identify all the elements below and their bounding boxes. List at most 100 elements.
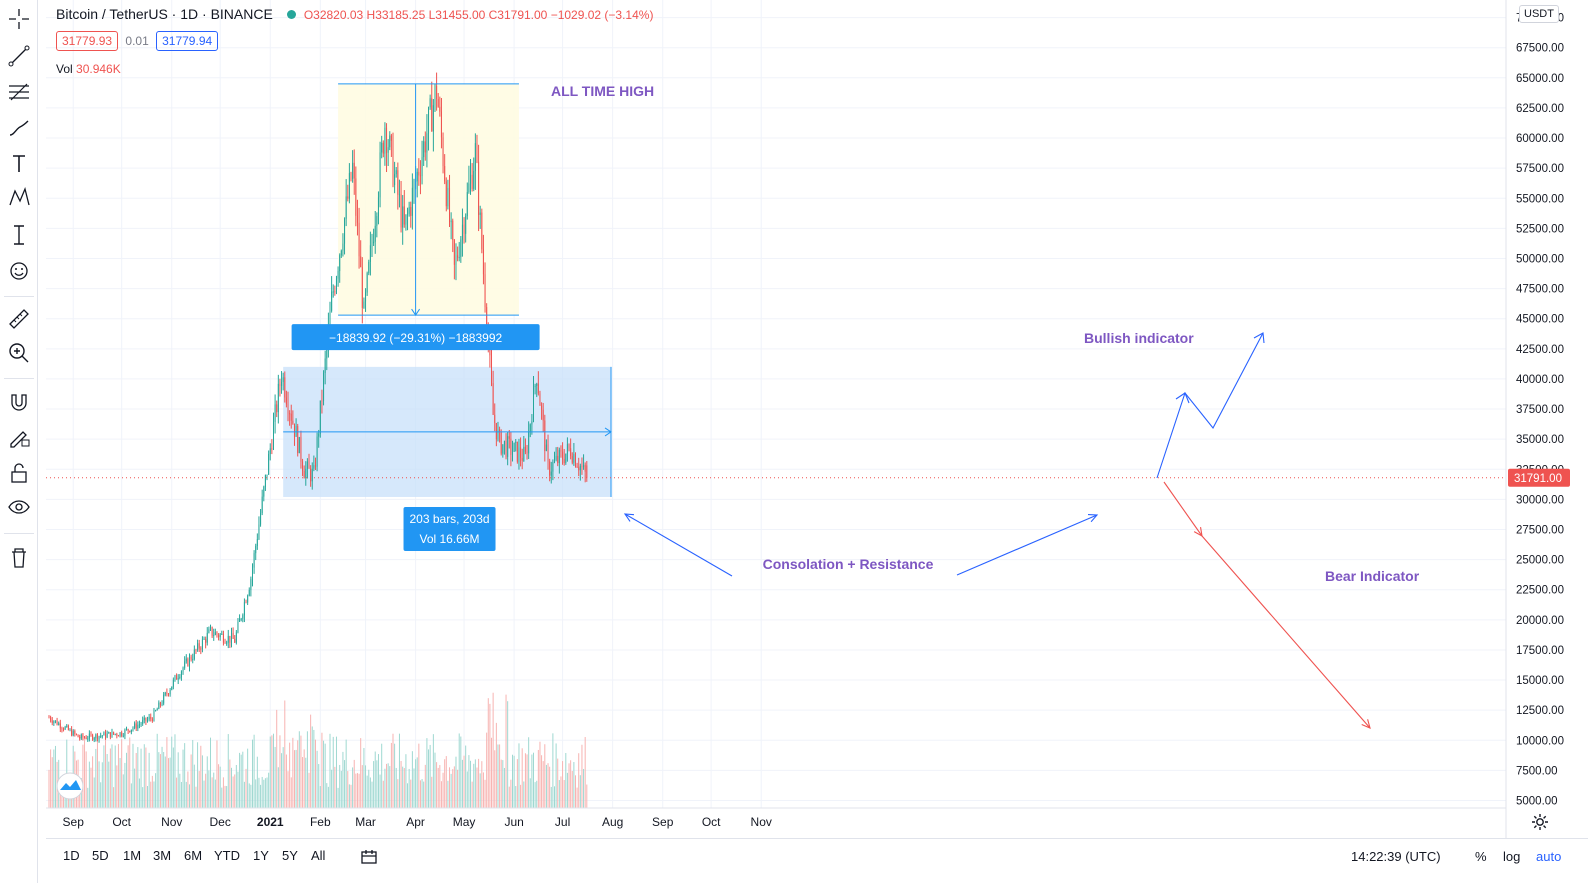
brush-tool[interactable] bbox=[6, 115, 32, 141]
range-1y[interactable]: 1Y bbox=[253, 848, 269, 863]
volume-bar bbox=[88, 761, 90, 808]
trendline-tool[interactable] bbox=[6, 43, 32, 69]
lock-drawing-tool[interactable] bbox=[6, 424, 32, 450]
candle-body bbox=[221, 633, 223, 635]
measure-label-box[interactable] bbox=[291, 324, 540, 351]
volume-bar bbox=[528, 737, 530, 808]
candle-body bbox=[562, 451, 564, 460]
candle-body bbox=[224, 642, 226, 644]
candle-body bbox=[159, 702, 161, 705]
lock-icon bbox=[11, 463, 27, 483]
time-tick-label: Sep bbox=[652, 815, 674, 829]
range-ytd[interactable]: YTD bbox=[214, 848, 240, 863]
currency-button[interactable]: USDT bbox=[1519, 5, 1559, 23]
symbol-title[interactable]: Bitcoin / TetherUS · 1D · BINANCE bbox=[56, 6, 273, 22]
volume-bar bbox=[411, 751, 413, 808]
candle-body bbox=[555, 455, 557, 460]
candle-body bbox=[389, 135, 391, 148]
candle-body bbox=[292, 420, 294, 424]
trash-tool[interactable] bbox=[6, 545, 32, 571]
lock-tool[interactable] bbox=[6, 460, 32, 486]
range-all[interactable]: All bbox=[311, 848, 326, 863]
ruler-tool[interactable] bbox=[6, 306, 32, 332]
candle-body bbox=[51, 720, 53, 723]
range-3m[interactable]: 3M bbox=[153, 848, 172, 863]
candle-body bbox=[180, 671, 182, 677]
time-tick-label: Oct bbox=[702, 815, 721, 829]
eye-tool[interactable] bbox=[6, 494, 32, 520]
volume-bar bbox=[497, 744, 499, 808]
pattern-tool[interactable] bbox=[6, 185, 32, 211]
candle-body bbox=[80, 734, 82, 739]
range-6m[interactable]: 6M bbox=[184, 848, 203, 863]
range-1m[interactable]: 1M bbox=[123, 848, 142, 863]
candle-body bbox=[502, 444, 504, 454]
candle-body bbox=[302, 461, 304, 471]
goto-date-icon[interactable] bbox=[360, 848, 378, 866]
volume-bar bbox=[50, 749, 52, 808]
candle-body bbox=[566, 444, 568, 454]
volume-bar bbox=[415, 759, 417, 808]
volume-bar bbox=[255, 779, 257, 808]
volume-bar bbox=[303, 749, 305, 808]
candle-body bbox=[350, 173, 352, 179]
candle-body bbox=[394, 174, 396, 185]
candle-body bbox=[358, 222, 360, 257]
candle-body bbox=[143, 717, 145, 721]
volume-bar bbox=[84, 736, 86, 808]
candle-body bbox=[445, 181, 447, 207]
volume-bar bbox=[227, 734, 229, 808]
zoom-in-tool[interactable] bbox=[6, 340, 32, 366]
candle-body bbox=[402, 206, 404, 228]
volume-bar bbox=[208, 770, 210, 808]
volume-bar bbox=[213, 772, 215, 808]
volume-bar bbox=[570, 760, 572, 808]
range-5y[interactable]: 5Y bbox=[282, 848, 298, 863]
candle-body bbox=[63, 728, 65, 730]
log-toggle[interactable]: log bbox=[1503, 849, 1521, 864]
crosshair-tool[interactable] bbox=[6, 6, 32, 32]
candle-body bbox=[67, 725, 69, 730]
settings-gear-icon[interactable] bbox=[1530, 812, 1550, 832]
text-tool[interactable] bbox=[6, 151, 32, 177]
volume-bar bbox=[510, 779, 512, 808]
candle-body bbox=[137, 724, 139, 729]
magnet-tool[interactable] bbox=[6, 389, 32, 415]
candle-body bbox=[474, 143, 476, 172]
candle-body bbox=[166, 692, 168, 694]
candle-body bbox=[200, 648, 202, 650]
volume-bar bbox=[410, 779, 412, 808]
volume-bar bbox=[166, 737, 168, 808]
time-tick-label: May bbox=[453, 815, 476, 829]
bid-button[interactable]: 31779.93 bbox=[56, 31, 119, 51]
volume-bar bbox=[192, 740, 194, 808]
volume-bar bbox=[179, 773, 181, 808]
fib-tool[interactable] bbox=[6, 79, 32, 105]
candle-body bbox=[455, 255, 457, 265]
candle-body bbox=[66, 725, 68, 727]
volume-label: Vol bbox=[56, 62, 73, 76]
range-label-box[interactable] bbox=[403, 506, 496, 551]
ask-button[interactable]: 31779.94 bbox=[156, 31, 219, 51]
magnet-icon bbox=[11, 394, 27, 411]
volume-bar bbox=[256, 756, 258, 808]
price-chart[interactable]: −18839.92 (−29.31%) −1883992 ALL TIME HIG… bbox=[46, 0, 1588, 838]
last-price-label: 31791.00 bbox=[1514, 473, 1562, 485]
volume-bar bbox=[168, 758, 170, 808]
volume-bar bbox=[424, 764, 426, 808]
volume-bar bbox=[138, 778, 140, 808]
range-5d[interactable]: 5D bbox=[92, 848, 109, 863]
range-1d[interactable]: 1D bbox=[63, 848, 80, 863]
candle-body bbox=[253, 553, 255, 568]
measure-tool-tool[interactable] bbox=[6, 222, 32, 248]
volume-bar bbox=[105, 734, 107, 808]
volume-bar bbox=[264, 778, 266, 808]
candle-body bbox=[310, 468, 312, 482]
emoji-tool[interactable] bbox=[6, 258, 32, 284]
candle-body bbox=[442, 137, 444, 167]
candle-body bbox=[356, 215, 358, 223]
volume-bar bbox=[295, 749, 297, 808]
percent-toggle[interactable]: % bbox=[1475, 849, 1487, 864]
auto-toggle[interactable]: auto bbox=[1536, 849, 1562, 864]
utc-clock[interactable]: 14:22:39 (UTC) bbox=[1351, 849, 1441, 864]
